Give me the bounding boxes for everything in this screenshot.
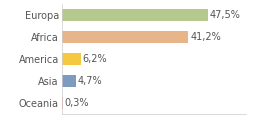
Text: 4,7%: 4,7% — [78, 76, 102, 86]
Bar — [62, 53, 81, 65]
Text: 41,2%: 41,2% — [190, 32, 221, 42]
Text: 6,2%: 6,2% — [83, 54, 107, 64]
Bar — [62, 9, 208, 21]
Bar — [62, 75, 76, 87]
Text: 0,3%: 0,3% — [64, 98, 89, 108]
Bar — [62, 31, 188, 43]
Text: 47,5%: 47,5% — [210, 10, 241, 20]
